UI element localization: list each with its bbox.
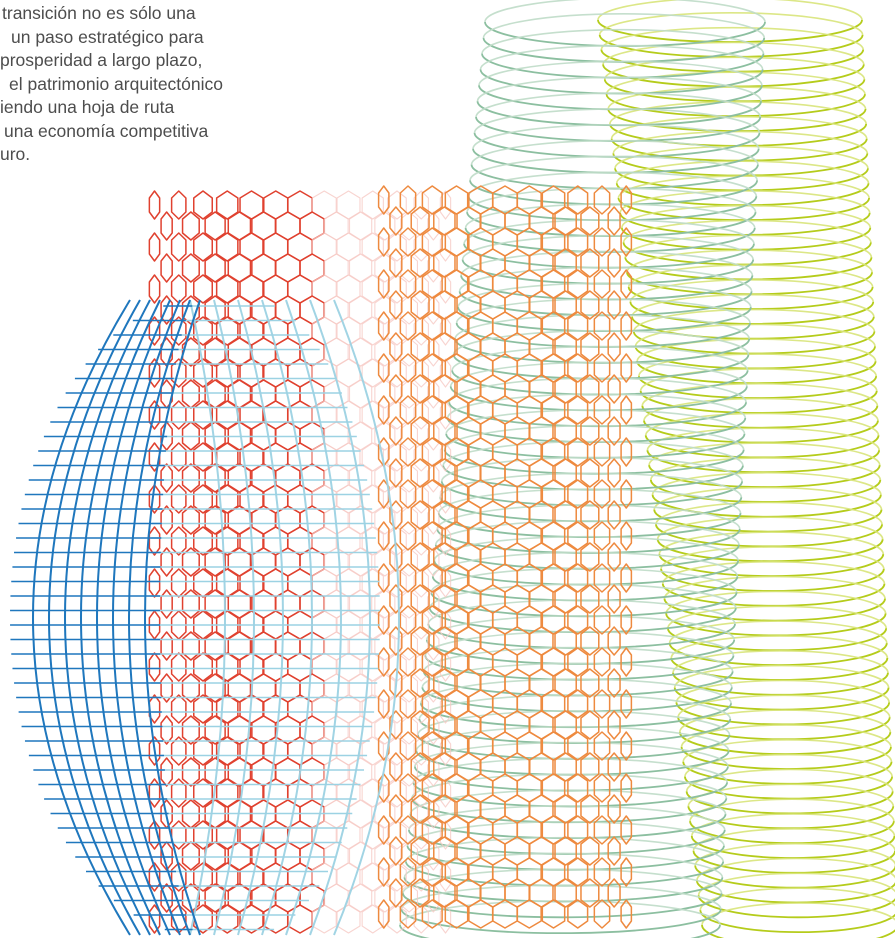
intro-line: un paso estratégico para: [11, 26, 204, 47]
orange-hex-cylinder: [377, 185, 633, 929]
intro-line: uro.: [0, 144, 31, 164]
intro-line: iendo una hoja de ruta: [0, 97, 175, 117]
intro-line: el patrimonio arquitectónico: [9, 73, 224, 94]
blue-grid-cylinder: [10, 299, 400, 936]
red-hex-cylinder: [148, 190, 452, 934]
intro-line: una economía competitiva: [4, 120, 209, 141]
intro-paragraph: transición no es sólo una un paso estrat…: [0, 2, 223, 167]
intro-line: transición no es sólo una: [2, 3, 196, 23]
intro-line: prosperidad a largo plazo,: [0, 50, 203, 70]
